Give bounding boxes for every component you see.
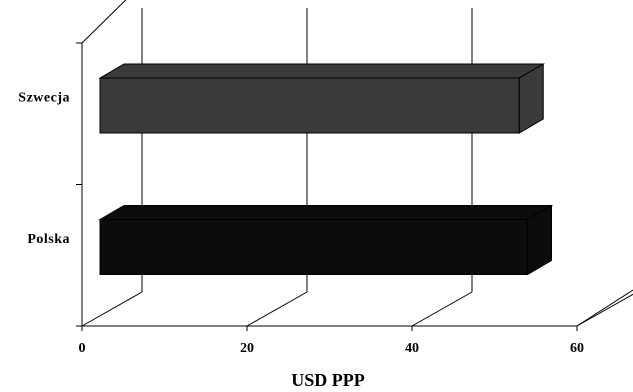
x-axis-title: USD PPP: [291, 370, 365, 390]
category-labels: Szwecja Polska: [18, 91, 70, 248]
x-tick-label: 60: [570, 341, 584, 356]
category-label: Polska: [27, 232, 70, 247]
bar-top-face: [98, 63, 546, 79]
bar-front-face: [99, 219, 528, 275]
bars: [98, 63, 554, 276]
floor-gridline: [246, 291, 308, 327]
bar-top-face: [98, 205, 554, 220]
gridlines: [141, 8, 633, 327]
floor-gridline: [576, 293, 633, 327]
bar-szwecja: [98, 63, 546, 134]
chart-frame: [76, 0, 633, 331]
wall-top-edge: [81, 0, 127, 44]
floor-left-edge: [81, 291, 143, 327]
floor-right-edge: [576, 289, 633, 327]
bar-polska: [98, 204, 554, 276]
x-tick-label: 20: [240, 341, 254, 356]
x-tick-label: 0: [79, 341, 86, 356]
bar-front-face: [99, 77, 520, 134]
category-label: Szwecja: [18, 91, 70, 106]
x-tick-label: 40: [405, 341, 419, 356]
x-tick-labels: 0 20 40 60: [79, 341, 585, 356]
floor-gridline: [411, 291, 473, 327]
